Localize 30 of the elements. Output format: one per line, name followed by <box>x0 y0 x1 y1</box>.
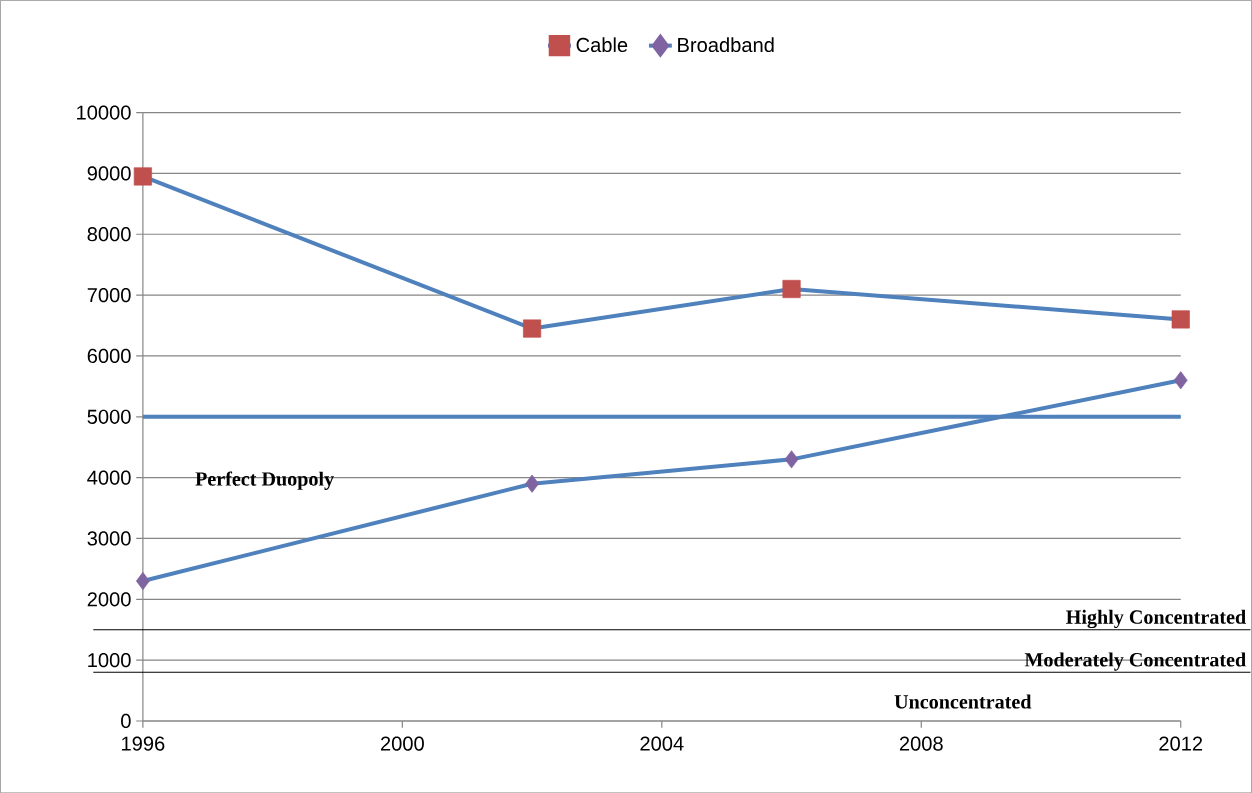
y-tick-label: 7000 <box>87 287 131 303</box>
y-tick-label: 3000 <box>87 531 131 546</box>
ref-line-label: Highly Concentrated <box>1066 609 1246 628</box>
legend-label: Broadband <box>678 37 774 52</box>
x-tick-label: 2004 <box>640 736 684 751</box>
point <box>525 474 539 493</box>
x-tick-label: 2008 <box>899 736 943 751</box>
legend-label: Cable <box>576 37 628 52</box>
x-tick-label: 2000 <box>380 736 424 751</box>
y-tick-label: 8000 <box>87 227 131 242</box>
ref-line-label: Moderately Concentrated <box>1024 652 1246 671</box>
point <box>133 167 152 186</box>
point <box>1171 310 1190 329</box>
y-tick-label: 5000 <box>87 409 131 424</box>
y-tick-label: 2000 <box>87 592 131 607</box>
y-tick-label: 9000 <box>87 166 131 181</box>
point <box>784 450 799 469</box>
annotation: Unconcentrated <box>894 694 1032 709</box>
y-tick-label: 1000 <box>88 652 131 668</box>
y-tick-label: 6000 <box>87 348 131 363</box>
point <box>136 571 150 590</box>
point <box>782 279 801 298</box>
x-tick-label: 2012 <box>1159 736 1203 751</box>
point <box>523 319 542 338</box>
point <box>1173 371 1188 390</box>
y-tick-label: 0 <box>121 713 131 728</box>
y-tick-label: 10000 <box>77 105 131 120</box>
x-tick-label: 1996 <box>122 736 165 751</box>
ref-line-label: Perfect Duopoly <box>195 471 334 490</box>
y-tick-label: 4000 <box>87 470 131 485</box>
